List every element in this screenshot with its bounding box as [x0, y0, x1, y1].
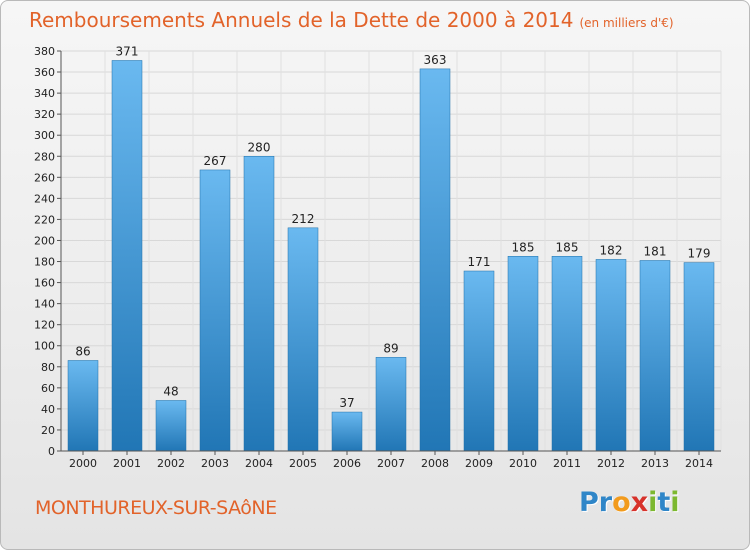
y-tick-label: 260: [34, 171, 55, 184]
logo-letter: r: [598, 487, 613, 518]
y-tick-label: 140: [34, 298, 55, 311]
town-name: MONTHUREUX-SUR-SAôNE: [35, 497, 277, 519]
data-label: 48: [163, 384, 178, 398]
logo-letter: P: [579, 487, 599, 518]
data-label: 182: [600, 243, 623, 257]
bar: [463, 270, 495, 452]
data-label: 280: [248, 140, 271, 154]
y-tick-label: 320: [34, 108, 55, 121]
x-tick-label: 2011: [553, 457, 581, 470]
x-tick-label: 2002: [157, 457, 185, 470]
logo-letter: o: [612, 487, 631, 518]
bar: [287, 227, 319, 452]
data-label: 171: [468, 255, 491, 269]
bar: [551, 256, 583, 452]
y-tick-label: 280: [34, 150, 55, 163]
data-label: 371: [116, 44, 139, 58]
bars: 86 371 48 267 280 212 37 89 363 171 185 185 182 181 17…: [67, 44, 715, 452]
y-tick-label: 20: [41, 424, 55, 437]
y-tick-label: 300: [34, 129, 55, 142]
logo-letter: i: [648, 487, 658, 518]
bar: [199, 169, 231, 452]
x-tick-label: 2004: [245, 457, 273, 470]
bar: [155, 400, 187, 452]
x-tick-label: 2013: [641, 457, 669, 470]
x-tick-label: 2009: [465, 457, 493, 470]
data-label: 185: [556, 240, 579, 254]
y-tick-label: 120: [34, 319, 55, 332]
data-label: 179: [688, 247, 711, 261]
logo-letter: t: [657, 487, 671, 518]
data-label: 267: [204, 154, 227, 168]
y-tick-label: 180: [34, 256, 55, 269]
y-tick-label: 80: [41, 361, 55, 374]
y-tick-label: 200: [34, 234, 55, 247]
bar: [375, 357, 407, 452]
x-tick-label: 2000: [69, 457, 97, 470]
y-tick-label: 360: [34, 66, 55, 79]
bar: [507, 256, 539, 452]
bar: [595, 259, 627, 452]
x-tick-label: 2005: [289, 457, 317, 470]
x-tick-label: 2010: [509, 457, 537, 470]
y-tick-label: 60: [41, 382, 55, 395]
data-label: 363: [424, 53, 447, 67]
y-tick-label: 160: [34, 277, 55, 290]
bar: [683, 262, 715, 452]
x-tick-label: 2008: [421, 457, 449, 470]
chart-title: Remboursements Annuels de la Dette de 20…: [29, 8, 674, 32]
bar: [331, 411, 363, 452]
x-axis: 2000 2001 2002 2003 2004 2005 2006 2007 2008 2009…: [61, 450, 721, 470]
x-tick-label: 2003: [201, 457, 229, 470]
data-label: 37: [339, 396, 354, 410]
logo-letter: i: [670, 487, 680, 518]
bar: [111, 60, 143, 452]
y-tick-label: 40: [41, 403, 55, 416]
data-label: 89: [383, 341, 398, 355]
data-label: 181: [644, 244, 667, 258]
x-tick-label: 2012: [597, 457, 625, 470]
data-label: 86: [75, 344, 90, 358]
chart-unit: (en milliers d'€): [579, 16, 674, 30]
y-axis: 0 20 40 60 80 100 120 140 160 180 200 220 240 260 280 3…: [34, 45, 62, 458]
y-tick-label: 100: [34, 340, 55, 353]
data-label: 212: [292, 212, 315, 226]
y-tick-label: 380: [34, 45, 55, 58]
y-tick-label: 240: [34, 192, 55, 205]
y-tick-label: 0: [48, 445, 55, 458]
logo-letter: x: [630, 487, 649, 518]
bar: [639, 260, 671, 452]
x-tick-label: 2001: [113, 457, 141, 470]
y-tick-label: 220: [34, 213, 55, 226]
bar: [419, 68, 451, 452]
y-tick-label: 340: [34, 87, 55, 100]
x-tick-label: 2014: [685, 457, 713, 470]
chart-title-text: Remboursements Annuels de la Dette de 20…: [29, 8, 574, 32]
proxiti-logo[interactable]: Proxiti: [579, 487, 680, 518]
data-label: 185: [512, 240, 535, 254]
x-tick-label: 2006: [333, 457, 361, 470]
x-tick-label: 2007: [377, 457, 405, 470]
bar: [243, 156, 275, 452]
bar: [67, 360, 99, 452]
